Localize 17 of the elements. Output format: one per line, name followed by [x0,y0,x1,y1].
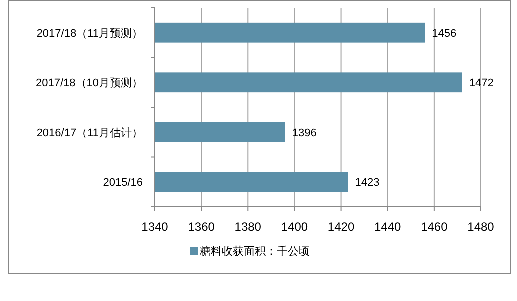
data-label: 1472 [469,78,494,90]
x-tick-label: 1380 [234,220,262,234]
x-tick-label: 1340 [142,220,169,234]
y-tick-label: 2016/17（11月估计） [36,126,143,140]
x-tick-label: 1440 [374,220,402,234]
x-tick-label: 1400 [281,220,308,234]
data-label: 1396 [292,127,317,140]
x-tick-label: 1460 [421,220,448,234]
data-label: 1456 [432,28,457,40]
x-tick-label: 1480 [468,220,495,234]
y-tick-label: 2017/18（10月预测） [36,78,143,90]
x-tick-label: 1420 [328,220,355,234]
y-tick-label: 2017/18（11月预测） [36,28,143,40]
x-tick-label: 1360 [188,220,216,234]
y-tick-label: 2015/16 [103,177,143,190]
data-label: 1423 [355,177,380,190]
legend-label: 糖料收获面积：千公顷 [200,245,310,258]
